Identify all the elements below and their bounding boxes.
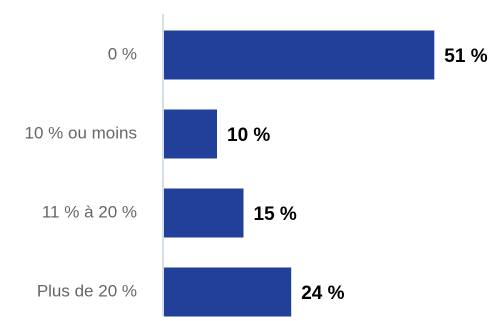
bars xyxy=(164,30,435,317)
value-label-0: 51 % xyxy=(444,46,487,67)
value-label-plus-de-20: 24 % xyxy=(301,283,344,304)
value-label-10-ou-moins: 10 % xyxy=(227,125,270,146)
category-label-0: 0 % xyxy=(108,44,137,63)
category-labels: 0 % 10 % ou moins 11 % à 20 % Plus de 20 % xyxy=(25,44,137,300)
value-labels: 51 % 10 % 15 % 24 % xyxy=(227,46,488,304)
bar-plus-de-20 xyxy=(164,267,292,317)
category-label-11-a-20: 11 % à 20 % xyxy=(42,202,137,221)
value-label-11-a-20: 15 % xyxy=(254,204,297,225)
category-label-10-ou-moins: 10 % ou moins xyxy=(25,123,137,142)
category-label-plus-de-20: Plus de 20 % xyxy=(37,281,137,300)
bar-11-a-20 xyxy=(164,188,244,238)
bar-10-ou-moins xyxy=(164,109,217,159)
bar-0 xyxy=(164,30,435,80)
